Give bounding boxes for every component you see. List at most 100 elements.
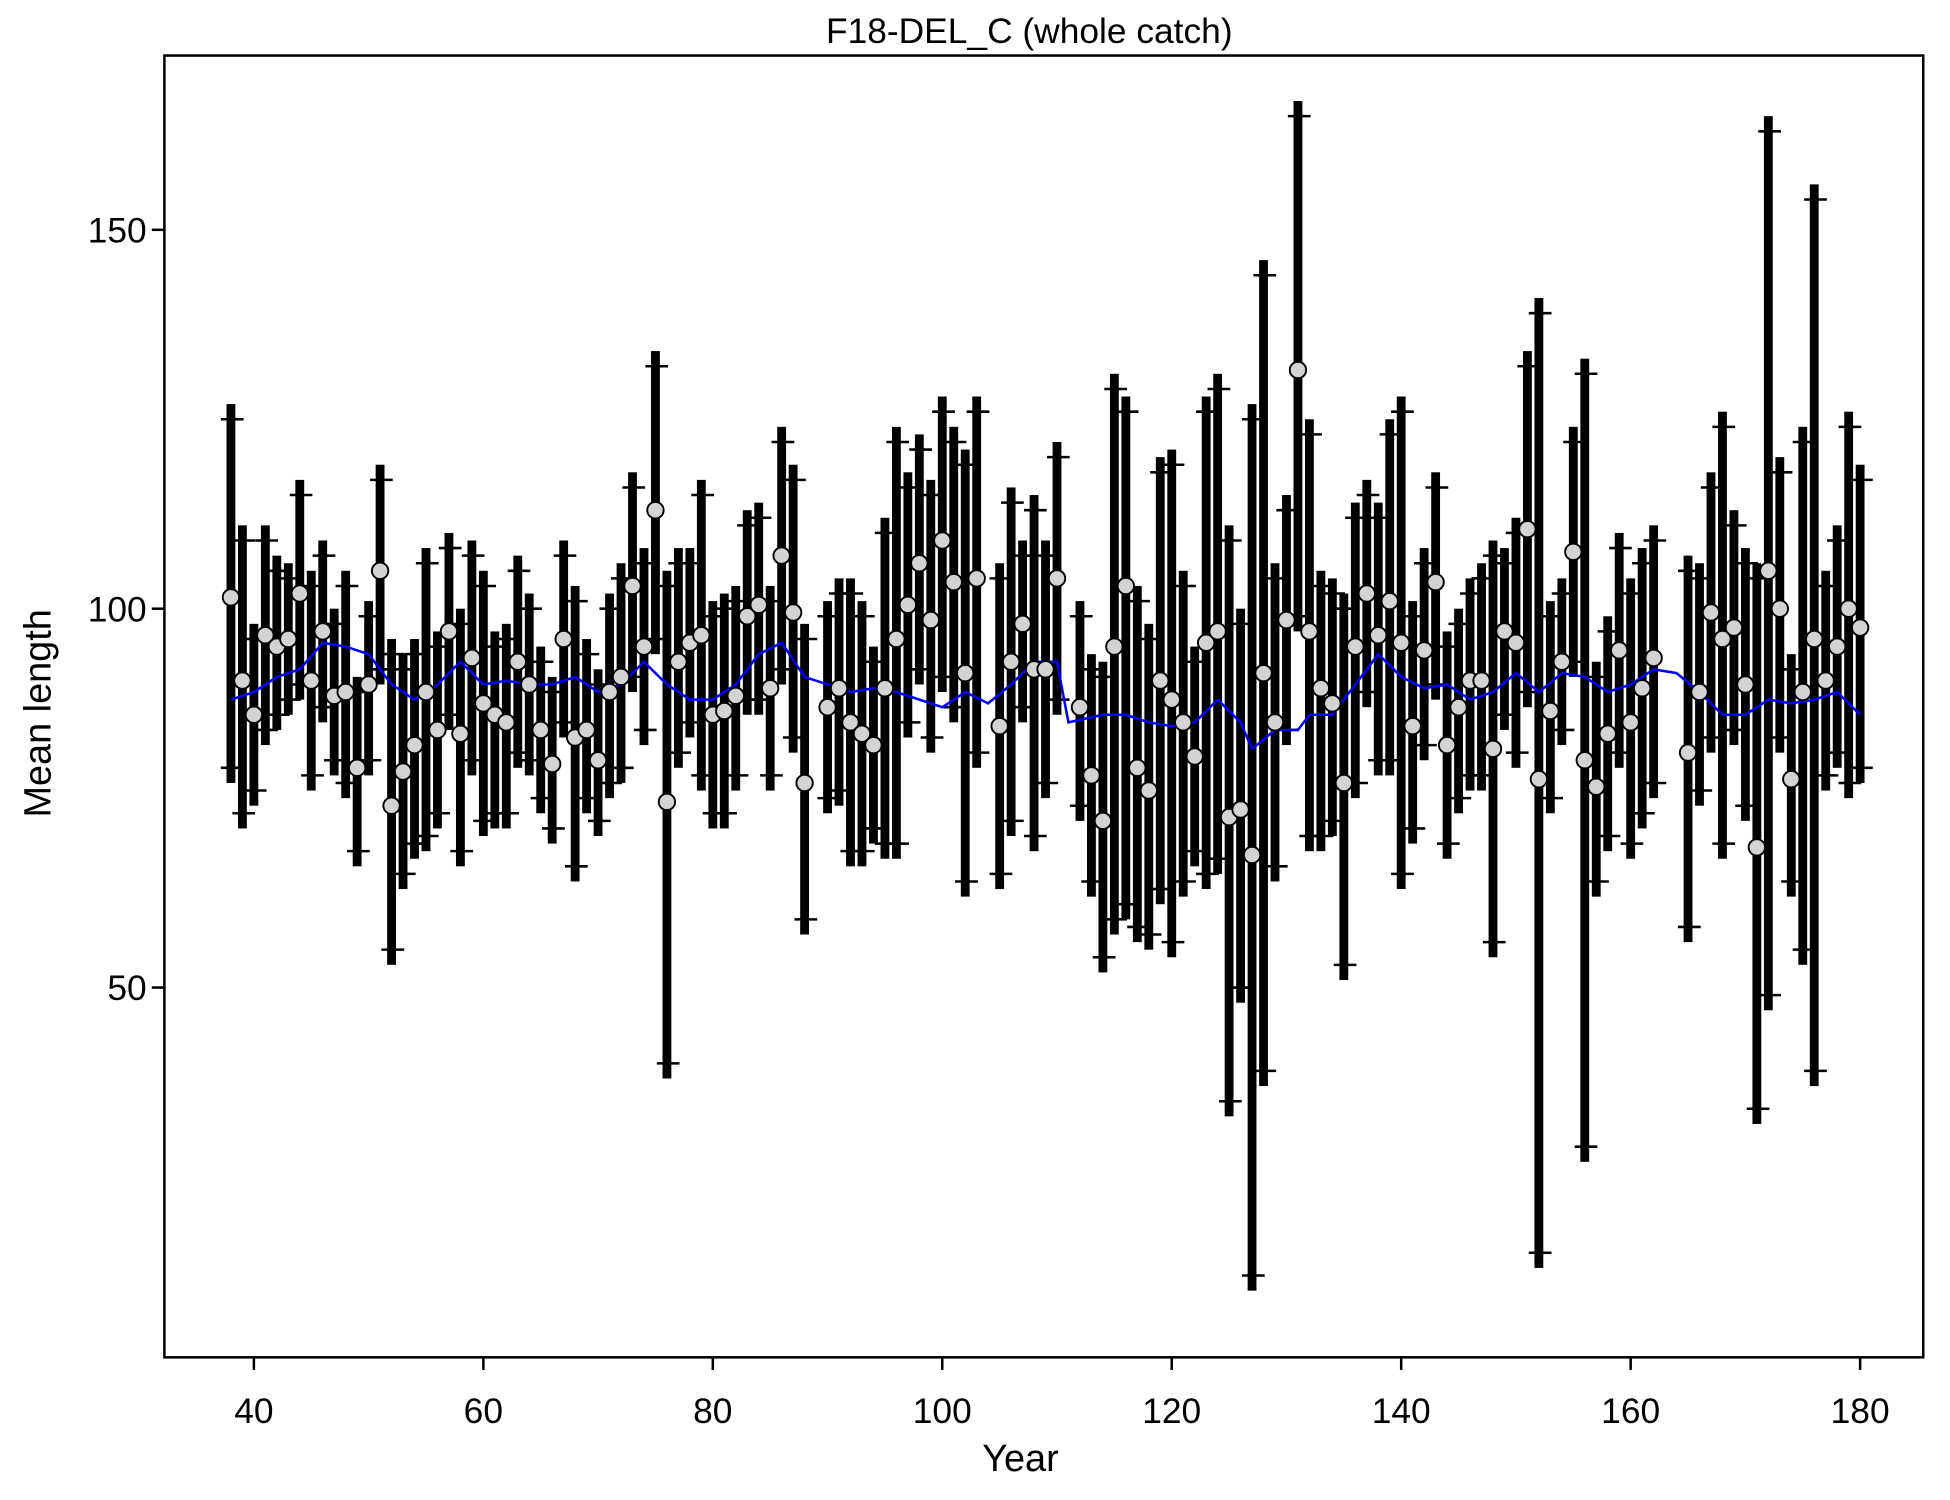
mean-point [508,652,527,671]
y-tick-label: 50 [107,969,146,1008]
x-tick-label: 160 [1601,1392,1660,1431]
mean-point [738,607,757,626]
mean-point [898,595,918,615]
mean-point [944,573,963,592]
mean-point [233,671,252,690]
mean-point [1174,713,1193,732]
mean-point [1346,637,1365,656]
mean-point [1093,811,1113,831]
mean-point [244,705,264,724]
mean-point [1392,633,1411,652]
mean-point [669,652,688,671]
mean-point [1632,679,1652,698]
y-axis-label: Mean length [18,609,60,817]
mean-point [1437,735,1457,755]
mean-point [1724,618,1744,637]
chart-title: F18-DEL_C (whole catch) [826,12,1233,51]
error-bar [662,570,672,1079]
mean-point [1621,713,1640,732]
fit-line [230,641,1861,751]
mean-point [875,679,895,698]
mean-point [1254,663,1273,683]
mean-point [221,588,241,607]
mean-point [1552,652,1571,671]
mean-point [439,622,459,641]
mean-point [1472,671,1491,690]
mean-point [1770,599,1789,618]
mean-point [1139,781,1158,800]
mean-point [1311,679,1331,698]
mean-point [416,682,436,702]
mean-point [623,576,642,596]
mean-point [428,720,447,740]
mean-point [1277,610,1296,630]
error-bar [1121,396,1131,920]
mean-point [531,720,550,740]
mean-point [543,754,562,774]
mean-point [1449,698,1468,717]
mean-point [1564,542,1583,562]
mean-point [290,584,309,603]
mean-point [1529,770,1549,789]
mean-point [1151,671,1170,690]
x-tick-label: 80 [693,1392,732,1431]
mean-point [256,626,275,645]
mean-point [1334,773,1353,793]
mean-point [451,724,470,743]
mean-point [1162,690,1181,709]
mean-point [1506,633,1526,652]
mean-point [1047,569,1067,588]
mean-point [1850,618,1870,637]
y-tick-label: 150 [88,211,147,250]
mean-point [554,629,573,649]
x-tick-label: 100 [913,1392,972,1431]
mean-point [726,686,745,705]
plot-frame [163,54,1925,1359]
mean-point [279,629,298,649]
mean-point [1495,622,1514,641]
mean-point [1414,641,1434,660]
mean-point [829,679,849,698]
mean-point [1013,614,1032,634]
mean-point [382,796,401,815]
mean-point [818,698,837,717]
mean-point [1231,800,1250,819]
mean-point [600,682,619,702]
mean-point [990,716,1009,736]
mean-point [1793,682,1812,702]
mean-point [692,626,711,645]
mean-point [1759,561,1778,580]
mean-point [1197,633,1216,652]
mean-point [1483,739,1503,759]
mean-point [910,554,929,573]
x-tick-label: 40 [234,1392,273,1431]
mean-point [864,735,883,755]
mean-point [1070,698,1090,717]
error-bar [490,631,500,829]
mean-point [1288,360,1308,380]
mean-point [646,501,665,520]
mean-point [933,531,952,550]
error-bar [1316,570,1326,852]
x-tick-label: 180 [1831,1392,1890,1431]
mean-point [393,762,413,781]
mean-point [497,713,516,732]
mean-point [1208,622,1227,641]
mean-point [1701,603,1721,622]
mean-point [1403,716,1422,736]
mean-point [1713,629,1732,649]
mean-point [1116,576,1136,596]
mean-point [1185,747,1204,766]
mean-point [1265,713,1285,732]
mean-point [1575,751,1594,770]
mean-point [336,682,355,702]
mean-point [1105,637,1124,656]
mean-point [841,713,860,732]
mean-point [1747,838,1767,857]
mean-point [474,694,493,713]
mean-point [1678,743,1698,762]
mean-point [1036,660,1055,679]
mean-point [783,603,803,622]
